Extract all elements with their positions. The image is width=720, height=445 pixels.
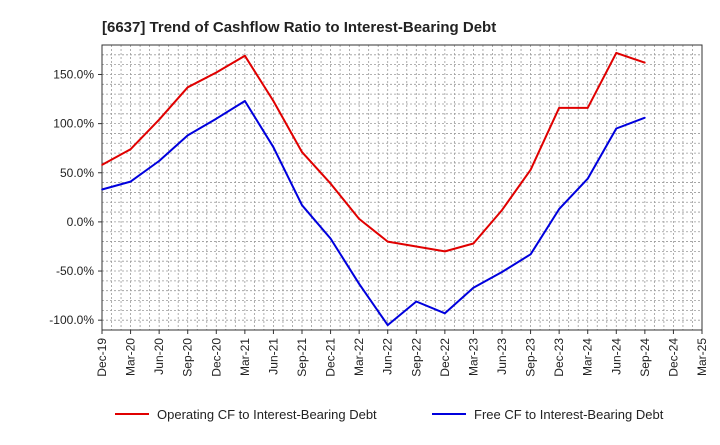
data-point <box>215 117 218 120</box>
x-tick-label: Sep-20 <box>181 338 195 377</box>
data-point <box>472 286 475 289</box>
data-point <box>186 86 189 89</box>
series-line-free-cf <box>101 100 646 327</box>
data-point <box>472 242 475 245</box>
x-tick-label: Sep-21 <box>295 338 309 377</box>
data-point <box>329 237 332 240</box>
x-tick-label: Dec-21 <box>324 338 338 377</box>
data-point <box>501 209 503 211</box>
x-tick-label: Mar-22 <box>352 338 366 376</box>
data-point <box>529 169 532 171</box>
chart-title: [6637] Trend of Cashflow Ratio to Intere… <box>102 19 496 36</box>
x-tick-label: Mar-24 <box>581 338 595 376</box>
data-point <box>615 127 618 130</box>
data-point <box>329 182 332 185</box>
data-point <box>358 283 360 285</box>
y-tick-label: 0.0% <box>67 215 95 229</box>
x-tick-label: Jun-20 <box>152 338 166 375</box>
axes: 150.0% 100.0% 50.0% 0.0% -50.0% -100.0%Dec-19… <box>49 44 709 377</box>
y-tick-label: -50.0% <box>56 264 94 278</box>
data-point <box>586 177 589 180</box>
data-point <box>444 312 446 315</box>
data-point <box>501 271 503 273</box>
data-point <box>558 107 560 109</box>
data-point <box>101 164 103 166</box>
x-tick-label: Dec-20 <box>209 338 223 377</box>
data-point <box>615 52 618 54</box>
y-tick-label: 150.0% <box>53 67 94 81</box>
x-tick-label: Sep-23 <box>524 338 538 377</box>
data-point <box>644 116 646 119</box>
x-tick-label: Dec-19 <box>95 338 109 377</box>
data-point <box>301 151 303 153</box>
x-tick-label: Jun-24 <box>609 338 623 375</box>
data-point <box>244 100 246 102</box>
x-tick-label: Jun-23 <box>495 338 509 375</box>
data-point <box>272 100 275 102</box>
legend-label: Free CF to Interest-Bearing Debt <box>474 407 664 422</box>
y-tick-label: 100.0% <box>53 117 94 131</box>
data-point <box>215 71 218 74</box>
data-point <box>415 245 418 248</box>
x-tick-label: Sep-24 <box>638 338 652 377</box>
data-point <box>244 55 246 57</box>
data-point <box>186 134 189 137</box>
y-tick-label: -100.0% <box>49 313 94 327</box>
x-tick-label: Jun-22 <box>381 338 395 375</box>
data-point <box>386 324 389 326</box>
plot-frame <box>101 44 703 331</box>
x-tick-label: Mar-25 <box>695 338 709 376</box>
data-point <box>529 253 532 256</box>
data-point <box>272 146 275 149</box>
data-point <box>586 107 589 109</box>
data-point <box>301 204 303 206</box>
x-tick-label: Dec-24 <box>666 338 680 377</box>
grid <box>102 45 702 330</box>
data-point <box>129 148 132 150</box>
data-point <box>358 218 360 220</box>
x-tick-label: Dec-22 <box>438 338 452 377</box>
x-tick-label: Sep-22 <box>409 338 423 377</box>
x-tick-label: Dec-23 <box>552 338 566 377</box>
data-point <box>415 300 418 303</box>
x-tick-label: Mar-23 <box>466 338 480 376</box>
x-tick-label: Mar-21 <box>238 338 252 376</box>
x-tick-label: Jun-21 <box>266 338 280 375</box>
data-point <box>558 208 560 210</box>
data-point <box>158 118 160 121</box>
y-tick-label: 50.0% <box>60 166 94 180</box>
data-point <box>101 188 103 191</box>
legend: Operating CF to Interest-Bearing Debt Fre… <box>115 407 664 422</box>
series-lines <box>101 51 646 327</box>
data-point <box>158 160 160 162</box>
data-point <box>386 240 389 243</box>
x-tick-label: Mar-20 <box>124 338 138 376</box>
legend-label: Operating CF to Interest-Bearing Debt <box>157 407 377 422</box>
data-point <box>644 61 646 64</box>
data-point <box>444 250 446 253</box>
data-point <box>129 180 132 183</box>
series-line-operating-cf <box>101 51 646 253</box>
